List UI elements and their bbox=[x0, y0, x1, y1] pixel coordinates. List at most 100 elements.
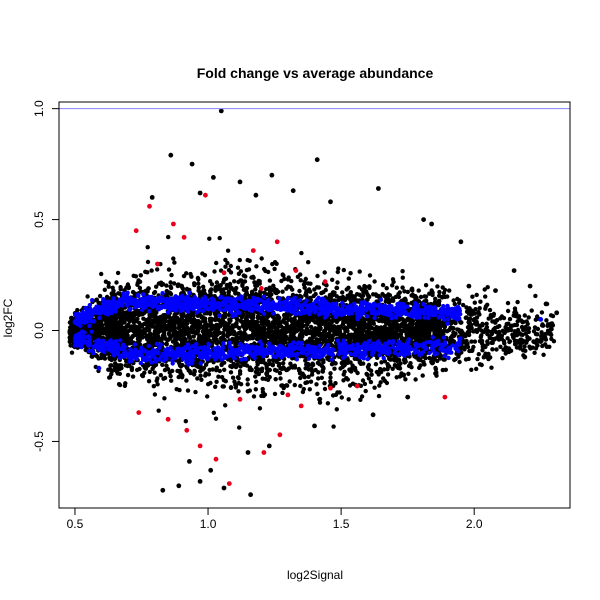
density-point bbox=[253, 287, 258, 292]
density-point bbox=[430, 292, 435, 298]
density-point bbox=[280, 365, 285, 371]
density-point bbox=[156, 408, 161, 413]
density-point bbox=[390, 366, 395, 371]
density-point bbox=[406, 371, 411, 376]
density-point bbox=[294, 328, 299, 334]
density-point bbox=[358, 324, 363, 329]
density-point bbox=[128, 325, 133, 330]
density-point bbox=[315, 391, 320, 396]
density-point bbox=[474, 292, 479, 298]
density-point bbox=[360, 378, 366, 383]
density-point bbox=[176, 317, 181, 322]
density-point bbox=[401, 328, 407, 334]
density-point bbox=[346, 321, 351, 326]
density-point bbox=[107, 375, 112, 380]
density-point bbox=[358, 397, 363, 402]
density-point bbox=[188, 328, 194, 333]
density-point bbox=[217, 368, 222, 374]
density-point bbox=[168, 280, 173, 285]
density-point bbox=[352, 338, 357, 343]
density-point bbox=[469, 367, 474, 372]
density-point bbox=[282, 330, 288, 336]
density-point bbox=[453, 356, 458, 362]
density-point bbox=[228, 370, 234, 375]
density-point bbox=[140, 311, 145, 317]
density-point bbox=[240, 283, 245, 288]
density-point bbox=[207, 333, 212, 338]
density-point bbox=[244, 267, 250, 273]
density-point bbox=[371, 321, 376, 326]
density-point bbox=[457, 298, 462, 303]
density-point bbox=[337, 316, 342, 322]
density-point bbox=[199, 366, 204, 371]
density-point bbox=[420, 373, 425, 378]
density-point bbox=[130, 374, 136, 379]
density-point bbox=[372, 279, 377, 284]
density-point bbox=[273, 325, 279, 331]
density-point bbox=[161, 320, 166, 325]
density-point bbox=[151, 384, 156, 389]
density-point bbox=[163, 336, 168, 341]
density-point bbox=[341, 267, 346, 273]
density-point bbox=[280, 383, 285, 388]
density-point bbox=[400, 285, 405, 290]
density-point bbox=[285, 277, 291, 282]
density-point bbox=[461, 302, 466, 308]
density-point bbox=[485, 285, 490, 290]
density-point bbox=[497, 329, 502, 335]
density-point bbox=[515, 329, 520, 334]
density-point bbox=[136, 312, 142, 317]
density-point bbox=[362, 325, 367, 331]
density-point bbox=[417, 357, 423, 362]
density-point bbox=[289, 278, 294, 284]
density-point bbox=[299, 250, 304, 256]
density-point bbox=[427, 355, 432, 361]
density-point bbox=[193, 389, 198, 395]
density-point bbox=[466, 356, 471, 362]
density-point bbox=[177, 323, 182, 328]
density-point bbox=[164, 363, 169, 368]
density-point bbox=[299, 322, 305, 327]
density-point bbox=[518, 337, 523, 343]
density-point bbox=[501, 315, 507, 321]
density-point bbox=[284, 383, 289, 388]
density-point bbox=[168, 291, 174, 297]
density-point bbox=[158, 315, 164, 320]
density-point bbox=[436, 300, 441, 305]
density-point bbox=[260, 319, 265, 324]
density-point bbox=[467, 323, 472, 328]
density-point bbox=[223, 403, 228, 408]
density-point bbox=[330, 393, 336, 398]
density-point bbox=[303, 366, 308, 371]
density-point bbox=[267, 287, 273, 292]
density-point bbox=[304, 339, 310, 344]
density-point bbox=[154, 319, 159, 324]
density-point bbox=[111, 288, 116, 293]
density-point bbox=[217, 235, 222, 241]
density-point bbox=[241, 287, 247, 292]
density-point bbox=[399, 322, 404, 327]
density-point bbox=[390, 283, 395, 288]
density-point bbox=[243, 292, 248, 298]
density-point bbox=[186, 334, 192, 339]
density-point bbox=[253, 283, 258, 288]
density-point bbox=[363, 388, 368, 394]
density-point bbox=[406, 325, 411, 330]
density-point bbox=[378, 327, 383, 332]
density-point bbox=[208, 279, 213, 284]
density-point bbox=[283, 313, 288, 318]
density-point bbox=[206, 372, 212, 377]
density-point bbox=[114, 280, 119, 285]
density-point bbox=[308, 324, 314, 330]
density-point bbox=[214, 280, 220, 285]
density-point bbox=[336, 266, 341, 271]
density-point bbox=[99, 355, 104, 361]
density-point bbox=[475, 310, 481, 315]
density-point bbox=[505, 300, 511, 306]
density-point bbox=[373, 331, 378, 336]
density-point bbox=[173, 341, 178, 346]
density-point bbox=[515, 319, 520, 324]
density-point bbox=[267, 374, 272, 380]
density-point bbox=[367, 284, 372, 289]
density-point bbox=[424, 298, 429, 303]
